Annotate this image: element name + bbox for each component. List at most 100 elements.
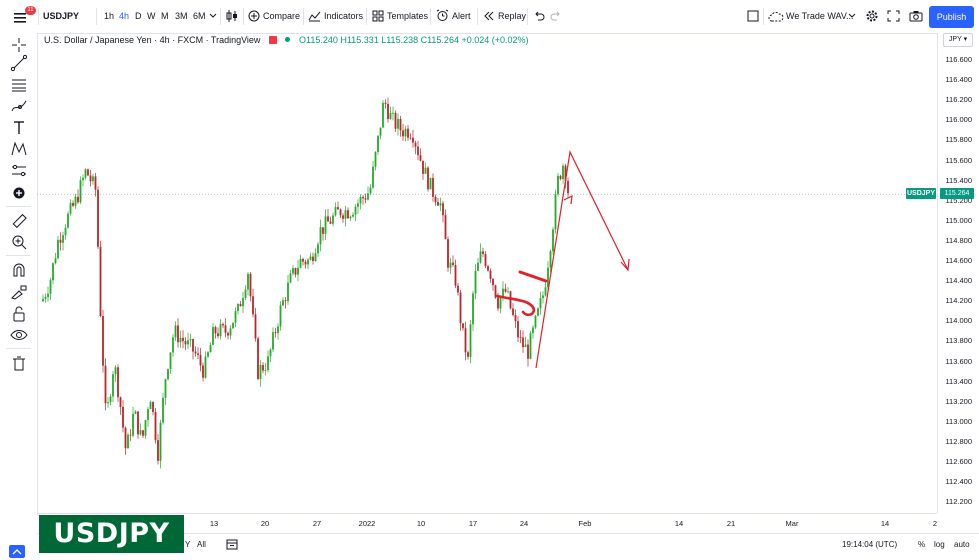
timeframe-4h[interactable]: 4h bbox=[119, 11, 130, 21]
text-icon[interactable] bbox=[10, 119, 28, 137]
percent-toggle[interactable]: % bbox=[918, 540, 926, 549]
timeframe-1h[interactable]: 1h bbox=[104, 11, 115, 21]
candle-body bbox=[489, 270, 492, 279]
crosshair-icon[interactable] bbox=[10, 36, 28, 54]
candle-body bbox=[434, 196, 437, 202]
candle-body bbox=[109, 396, 112, 403]
candle-body bbox=[197, 353, 199, 355]
fullscreen-icon[interactable] bbox=[887, 10, 900, 22]
candle-body bbox=[309, 256, 312, 260]
candle-body bbox=[42, 298, 44, 302]
candle-body bbox=[297, 267, 299, 275]
candle-body bbox=[199, 354, 202, 366]
candle-body bbox=[414, 142, 417, 147]
candle-body bbox=[407, 128, 409, 138]
candle-body bbox=[89, 175, 92, 182]
candle-body bbox=[437, 201, 439, 206]
timeframe-m[interactable]: M bbox=[161, 11, 169, 21]
log-toggle[interactable]: log bbox=[934, 540, 945, 549]
trash-icon[interactable] bbox=[10, 355, 28, 373]
price-scale[interactable]: 116.600 116.400 116.200 116.000 115.800 115.6… bbox=[937, 33, 979, 513]
symbol-search-button[interactable]: USDJPY bbox=[43, 11, 80, 21]
candle-body bbox=[117, 367, 119, 398]
candle-body bbox=[549, 251, 552, 268]
price-tick-label: 114.000 bbox=[945, 316, 972, 326]
ruler-icon[interactable] bbox=[10, 212, 28, 230]
drawn-hook-stroke bbox=[495, 294, 536, 317]
layout-name-button[interactable]: We Trade WAV... bbox=[786, 11, 854, 21]
candle-body bbox=[174, 325, 177, 338]
lock-draw-icon[interactable] bbox=[10, 283, 28, 301]
templates-icon[interactable] bbox=[372, 10, 384, 22]
candle-body bbox=[482, 251, 484, 255]
candle-body bbox=[379, 127, 382, 136]
candle-body bbox=[237, 304, 239, 312]
redo-icon[interactable] bbox=[550, 10, 562, 22]
price-tick-label: 113.400 bbox=[945, 376, 972, 386]
settings-gear-icon[interactable] bbox=[865, 9, 879, 23]
menu-icon[interactable] bbox=[12, 9, 28, 25]
publish-button[interactable]: Publish bbox=[929, 6, 974, 28]
candle-body bbox=[499, 297, 502, 309]
candle-body bbox=[322, 227, 324, 234]
price-tick-label: 113.600 bbox=[945, 356, 972, 366]
current-price-label: 115.264 bbox=[940, 188, 974, 199]
fib-icon[interactable] bbox=[10, 76, 28, 94]
clock-time[interactable]: 19:14:04 (UTC) bbox=[842, 540, 898, 549]
currency-dropdown[interactable]: JPY ▾ bbox=[943, 33, 973, 47]
compare-icon[interactable] bbox=[248, 10, 260, 22]
compare-button[interactable]: Compare bbox=[263, 11, 301, 21]
timeframe-dropdown-icon[interactable] bbox=[209, 12, 217, 20]
scroll-up-icon[interactable] bbox=[9, 545, 25, 558]
candle-body bbox=[294, 268, 297, 275]
drawing-toolbar bbox=[0, 33, 38, 558]
chart-type-icon[interactable] bbox=[225, 9, 239, 23]
layout-dropdown-icon[interactable] bbox=[848, 12, 856, 20]
eye-icon[interactable] bbox=[10, 326, 28, 344]
pattern-icon[interactable] bbox=[10, 140, 28, 158]
candle-body bbox=[144, 420, 147, 436]
time-scale[interactable]: 13 20 27 2022 10 17 24 Feb 14 21 Mar 14 2 bbox=[37, 513, 937, 534]
candle-body bbox=[282, 300, 284, 306]
candle-body bbox=[239, 304, 242, 307]
candle-body bbox=[397, 118, 399, 129]
candle-body bbox=[87, 169, 89, 176]
candle-body bbox=[539, 298, 542, 309]
prediction-icon[interactable] bbox=[10, 162, 28, 180]
auto-toggle[interactable]: auto bbox=[954, 540, 970, 549]
timeframe-3m[interactable]: 3M bbox=[175, 11, 188, 21]
zoom-in-icon[interactable] bbox=[10, 233, 28, 251]
candle-body bbox=[47, 293, 49, 298]
legend-eye-icon[interactable] bbox=[268, 36, 277, 44]
price-chart[interactable] bbox=[37, 33, 937, 513]
candle-body bbox=[507, 291, 509, 293]
time-tick-label: 14 bbox=[674, 519, 684, 528]
range-all-button[interactable]: All bbox=[197, 540, 206, 549]
layout-select-icon[interactable] bbox=[747, 10, 759, 22]
trend-line-icon[interactable] bbox=[10, 54, 28, 72]
alert-icon[interactable] bbox=[436, 9, 449, 22]
date-range-icon[interactable] bbox=[226, 538, 238, 550]
candle-body bbox=[44, 297, 47, 299]
candle-body bbox=[224, 325, 227, 333]
time-tick-label: 27 bbox=[312, 519, 322, 528]
alert-button[interactable]: Alert bbox=[452, 11, 471, 21]
candle-body bbox=[119, 397, 122, 407]
timeframe-w[interactable]: W bbox=[147, 11, 156, 21]
camera-icon[interactable] bbox=[909, 10, 923, 22]
undo-icon[interactable] bbox=[533, 10, 545, 22]
candle-body bbox=[202, 365, 204, 378]
replay-button[interactable]: Replay bbox=[498, 11, 527, 21]
brush-icon[interactable] bbox=[10, 97, 28, 115]
timeframe-6m[interactable]: 6M bbox=[193, 11, 206, 21]
replay-icon[interactable] bbox=[483, 10, 495, 22]
templates-button[interactable]: Templates bbox=[387, 11, 429, 21]
candle-body bbox=[447, 239, 449, 268]
magnet-icon[interactable] bbox=[10, 261, 28, 279]
range-partial-button[interactable]: Y bbox=[185, 540, 191, 549]
add-icon[interactable] bbox=[10, 184, 28, 202]
indicators-icon[interactable] bbox=[308, 10, 321, 22]
indicators-button[interactable]: Indicators bbox=[324, 11, 364, 21]
lock-icon[interactable] bbox=[10, 305, 28, 323]
timeframe-d[interactable]: D bbox=[135, 11, 142, 21]
